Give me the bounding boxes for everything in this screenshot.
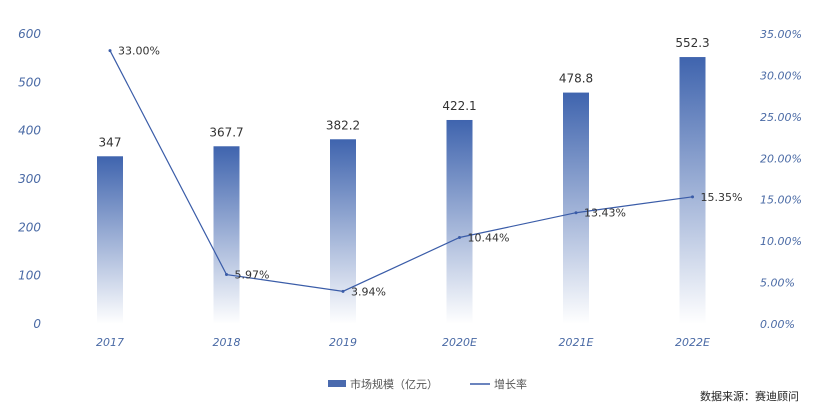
growth-rate-point: [225, 273, 228, 277]
bar: [679, 57, 706, 325]
legend-line-label: 增长率: [494, 377, 527, 391]
growth-rate-label: 10.44%: [468, 231, 510, 244]
growth-rate-line: [109, 50, 693, 292]
legend-bar-swatch: [328, 380, 346, 387]
growth-rate-label: 5.97%: [235, 269, 270, 282]
left-axis-tick-label: 300: [18, 172, 41, 186]
bar-value-label: 382.2: [326, 118, 360, 132]
left-axis-tick-label: 500: [18, 75, 41, 89]
right-axis-tick-label: 10.00%: [760, 235, 802, 248]
right-axis-tick-label: 35.00%: [760, 28, 802, 41]
legend: 市场规模（亿元） 增长率: [328, 377, 527, 391]
x-axis-tick-label: 2019: [329, 336, 357, 349]
x-axis-tick-label: 2021E: [559, 336, 594, 349]
bar: [563, 92, 589, 324]
right-axis-tick-label: 25.00%: [760, 111, 802, 124]
growth-rate-label: 15.35%: [701, 191, 743, 204]
growth-rate-label: 13.43%: [584, 207, 626, 220]
growth-rate-point: [108, 49, 112, 53]
bar: [213, 146, 240, 324]
right-axis-tick-label: 30.00%: [760, 69, 802, 82]
growth-rate-point: [691, 195, 694, 199]
right-axis-tick-label: 5.00%: [760, 277, 795, 290]
x-axis-tick-label: 2017: [96, 336, 124, 349]
bar: [330, 139, 356, 324]
bar: [97, 156, 123, 324]
growth-rate-label: 33.00%: [118, 45, 160, 58]
right-axis-tick-label: 20.00%: [760, 152, 802, 165]
x-axis-tick-label: 2018: [213, 336, 241, 349]
bar-value-label: 552.3: [675, 36, 709, 50]
x-axis-tick-label: 2022E: [675, 336, 710, 349]
growth-rate-point: [341, 289, 345, 293]
bar-value-label: 367.7: [209, 125, 243, 139]
left-axis-tick-label: 100: [18, 269, 41, 283]
right-axis-tick-label: 0.00%: [760, 318, 795, 331]
growth-rate-point: [458, 235, 461, 239]
left-axis-tick-label: 600: [18, 27, 41, 41]
right-axis-tick-label: 15.00%: [760, 194, 802, 207]
x-axis-tick-label: 2020E: [442, 336, 477, 349]
source-note: 数据来源：赛迪顾问: [700, 389, 799, 403]
growth-rate-point: [574, 211, 578, 215]
bar-value-label: 478.8: [559, 72, 593, 86]
legend-bar-label: 市场规模（亿元）: [350, 377, 438, 391]
left-axis-tick-label: 400: [18, 124, 41, 138]
bar: [446, 119, 473, 324]
bar-value-label: 422.1: [442, 99, 476, 113]
left-axis-tick-label: 0: [33, 317, 41, 331]
bar-value-label: 347: [99, 135, 122, 149]
growth-rate-label: 3.94%: [351, 285, 386, 298]
left-axis-tick-label: 200: [18, 220, 41, 234]
